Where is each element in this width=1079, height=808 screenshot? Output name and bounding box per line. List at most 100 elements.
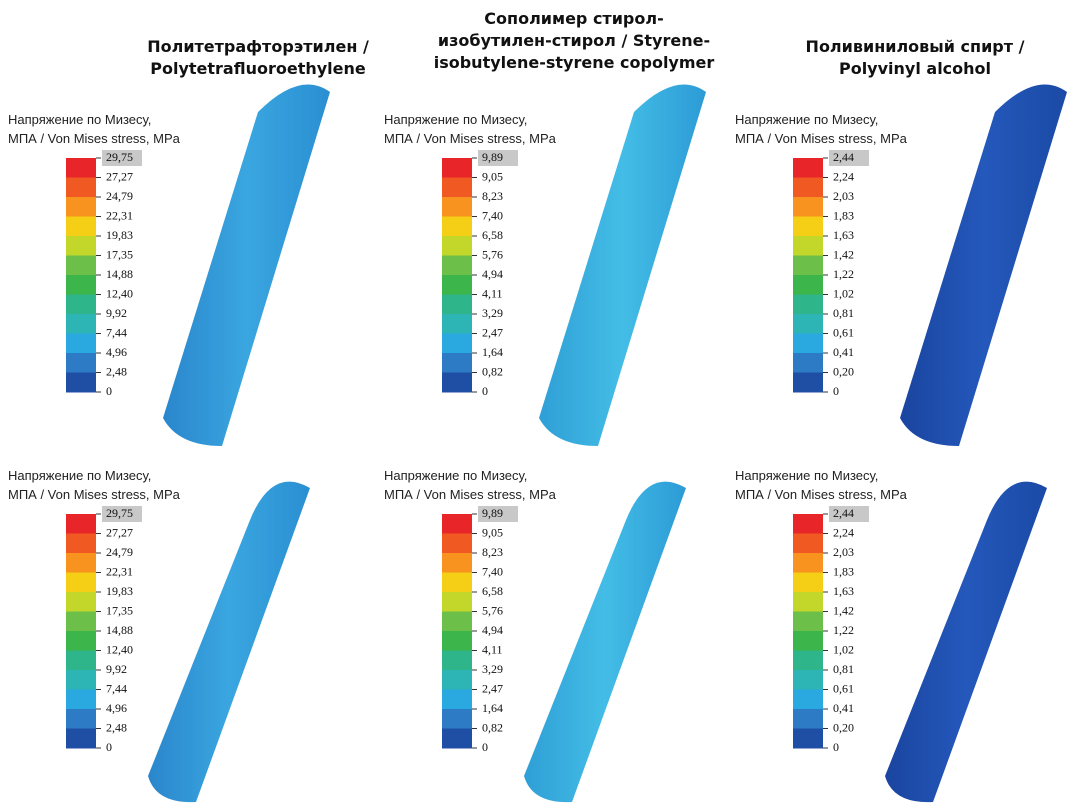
tick-label: 4,94 (482, 267, 503, 281)
color-band (66, 592, 96, 612)
legend-title: Напряжение по Мизесу, (735, 112, 878, 127)
tick-label: 2,44 (833, 150, 854, 164)
color-band (442, 236, 472, 256)
stress-shape (539, 84, 706, 446)
tick-label: 0,82 (482, 364, 503, 378)
tick-label: 7,40 (482, 564, 503, 578)
color-band (442, 553, 472, 573)
tick-label: 2,44 (833, 506, 854, 520)
color-band (442, 690, 472, 710)
tick-label: 0,20 (833, 364, 854, 378)
tick-label: 1,63 (833, 228, 854, 242)
color-band (793, 709, 823, 729)
color-band (442, 373, 472, 393)
tick-label: 9,05 (482, 525, 503, 539)
tick-label: 1,02 (833, 286, 854, 300)
color-band (442, 631, 472, 651)
color-band (793, 353, 823, 373)
tick-label: 1,63 (833, 584, 854, 598)
stress-shape (900, 84, 1067, 446)
color-band (442, 275, 472, 295)
tick-label: 1,42 (833, 603, 854, 617)
color-band (793, 612, 823, 632)
column-title: Polytetrafluoroethylene (150, 59, 366, 78)
color-band (442, 514, 472, 534)
tick-label: 12,40 (106, 642, 133, 656)
color-band (66, 709, 96, 729)
tick-label: 2,48 (106, 364, 127, 378)
color-band (793, 651, 823, 671)
color-band (442, 158, 472, 178)
color-band (793, 275, 823, 295)
tick-label: 2,47 (482, 325, 503, 339)
color-band (66, 729, 96, 749)
color-band (66, 314, 96, 334)
tick-label: 2,24 (833, 525, 854, 539)
color-band (66, 197, 96, 217)
tick-label: 0 (482, 740, 488, 754)
tick-label: 17,35 (106, 247, 133, 261)
column-title: Поливиниловый спирт / (806, 37, 1025, 56)
color-band (442, 592, 472, 612)
tick-label: 2,47 (482, 681, 503, 695)
tick-label: 2,03 (833, 545, 854, 559)
legend-title: Напряжение по Мизесу, (8, 112, 151, 127)
tick-label: 5,76 (482, 247, 503, 261)
tick-label: 1,22 (833, 267, 854, 281)
color-band (442, 612, 472, 632)
color-band (793, 631, 823, 651)
tick-label: 2,03 (833, 189, 854, 203)
tick-label: 0 (833, 384, 839, 398)
tick-label: 0,41 (833, 701, 854, 715)
tick-label: 4,96 (106, 701, 127, 715)
color-band (66, 256, 96, 276)
color-band (442, 314, 472, 334)
color-band (66, 690, 96, 710)
tick-label: 3,29 (482, 306, 503, 320)
color-band (66, 217, 96, 237)
tick-label: 24,79 (106, 545, 133, 559)
tick-label: 27,27 (106, 169, 133, 183)
stress-shape (148, 482, 310, 803)
color-band (442, 709, 472, 729)
tick-label: 0,82 (482, 720, 503, 734)
tick-label: 1,83 (833, 208, 854, 222)
tick-label: 29,75 (106, 506, 133, 520)
tick-label: 12,40 (106, 286, 133, 300)
column-title: isobutylene-styrene copolymer (434, 53, 715, 72)
tick-label: 4,11 (482, 286, 503, 300)
color-band (66, 631, 96, 651)
tick-label: 0 (106, 740, 112, 754)
stress-shape (524, 482, 686, 803)
tick-label: 27,27 (106, 525, 133, 539)
tick-label: 0,20 (833, 720, 854, 734)
tick-label: 6,58 (482, 228, 503, 242)
color-band (66, 534, 96, 554)
tick-label: 29,75 (106, 150, 133, 164)
color-band (66, 275, 96, 295)
tick-label: 0 (833, 740, 839, 754)
tick-label: 4,11 (482, 642, 503, 656)
tick-label: 1,22 (833, 623, 854, 637)
color-band (442, 534, 472, 554)
tick-label: 14,88 (106, 623, 133, 637)
tick-label: 8,23 (482, 545, 503, 559)
color-band (66, 158, 96, 178)
tick-label: 3,29 (482, 662, 503, 676)
color-band (793, 295, 823, 315)
tick-label: 9,92 (106, 662, 127, 676)
tick-label: 7,40 (482, 208, 503, 222)
tick-label: 2,48 (106, 720, 127, 734)
tick-label: 5,76 (482, 603, 503, 617)
color-band (793, 158, 823, 178)
color-band (66, 353, 96, 373)
color-band (793, 256, 823, 276)
column-title: Сополимер стирол- (484, 9, 663, 28)
legend-title: МПА / Von Mises stress, MPa (735, 131, 908, 146)
legend-title: Напряжение по Мизесу, (735, 468, 878, 483)
color-band (66, 295, 96, 315)
tick-label: 0 (106, 384, 112, 398)
color-band (66, 651, 96, 671)
tick-label: 1,64 (482, 345, 503, 359)
tick-label: 1,42 (833, 247, 854, 261)
